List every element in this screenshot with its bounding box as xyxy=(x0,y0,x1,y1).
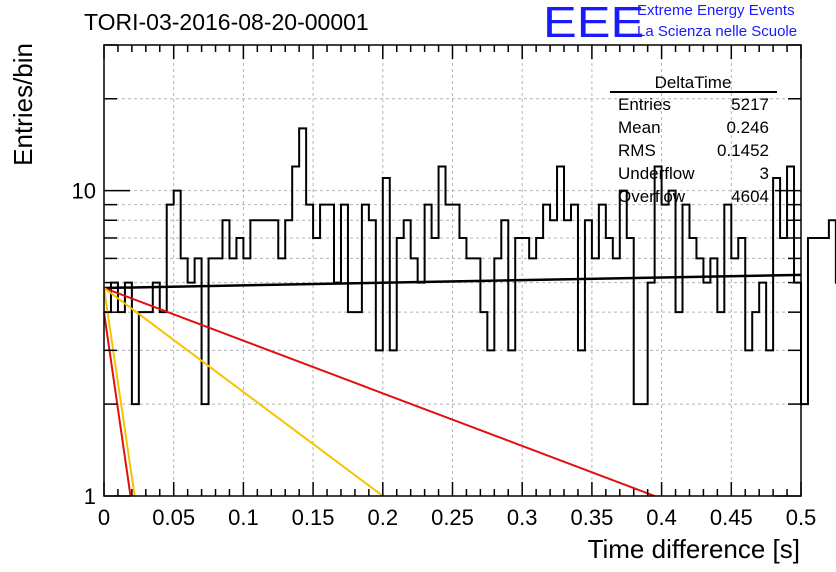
stats-value-entries: 5217 xyxy=(731,95,769,114)
x-tick-label: 0.3 xyxy=(507,505,538,530)
eee-logo: EEE xyxy=(543,0,645,47)
fit-curve-exponential xyxy=(103,287,384,497)
fit-curve-exponential xyxy=(103,312,132,497)
logo-line-2: La Scienza nelle Scuole xyxy=(637,23,798,40)
stats-value-mean: 0.246 xyxy=(726,118,769,137)
x-tick-label: 0 xyxy=(98,505,110,530)
axes-layer: 0 0.05 0.1 0.15 0.2 0.25 0.3 0.35 0.4 0.45 0.5 1 10 xyxy=(72,44,817,530)
x-tick-label: 0.35 xyxy=(570,505,613,530)
histogram-bins xyxy=(104,127,836,406)
stats-label-rms: RMS xyxy=(618,141,656,160)
stats-label-mean: Mean xyxy=(618,118,661,137)
y-tick-label: 10 xyxy=(72,179,96,204)
stats-label-underflow: Underflow xyxy=(618,164,695,183)
x-tick-label: 0.45 xyxy=(710,505,753,530)
x-tick-label: 0.1 xyxy=(228,505,259,530)
fit-curves-layer xyxy=(103,273,802,497)
x-tick-label: 0.2 xyxy=(368,505,399,530)
fit-curve-exponential xyxy=(103,287,136,497)
stats-value-underflow: 3 xyxy=(760,164,769,183)
histogram-layer xyxy=(104,127,836,406)
x-axis-label: Time difference [s] xyxy=(588,534,800,564)
fit-curve-flat_fit xyxy=(103,273,802,290)
stats-value-rms: 0.1452 xyxy=(717,141,769,160)
x-tick-label: 0.4 xyxy=(646,505,677,530)
stats-label-overflow: Overflow xyxy=(618,187,686,206)
stats-title: DeltaTime xyxy=(655,73,732,92)
x-tick-label: 0.5 xyxy=(786,505,817,530)
stats-box: DeltaTime Entries 5217 Mean 0.246 RMS 0.… xyxy=(610,73,777,206)
y-axis-label: Entries/bin xyxy=(8,43,38,166)
logo-line-1: Extreme Energy Events xyxy=(637,2,795,19)
plot-title: TORI-03-2016-08-20-00001 xyxy=(84,9,369,35)
x-tick-label: 0.25 xyxy=(431,505,474,530)
x-tick-label: 0.15 xyxy=(292,505,335,530)
fit-curve-exponential xyxy=(103,287,655,497)
x-tick-label: 0.05 xyxy=(152,505,195,530)
stats-label-entries: Entries xyxy=(618,95,671,114)
stats-value-overflow: 4604 xyxy=(731,187,769,206)
y-tick-label: 1 xyxy=(84,484,96,509)
